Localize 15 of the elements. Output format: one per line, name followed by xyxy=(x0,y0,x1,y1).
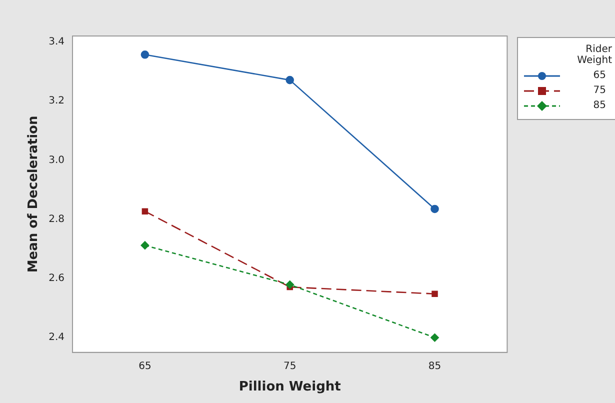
x-axis-title: Pillion Weight xyxy=(238,380,341,395)
legend-title: Rider Weight xyxy=(576,44,612,66)
x-tick-label: 85 xyxy=(428,360,442,372)
y-tick-label: 2.6 xyxy=(48,273,65,284)
y-tick-label: 2.8 xyxy=(48,214,65,225)
y-tick-label: 3.2 xyxy=(48,96,65,107)
y-tick-label: 3.0 xyxy=(48,154,65,166)
text: 65 xyxy=(593,70,607,81)
x-tick-label: 75 xyxy=(283,360,296,372)
text: 75 xyxy=(593,85,607,96)
text: 85 xyxy=(593,100,607,111)
x-tick-label: 65 xyxy=(138,360,152,372)
y-tick-label: 3.4 xyxy=(48,36,65,48)
y-tick-label: 2.4 xyxy=(48,332,65,344)
y-axis-title: Mean of Deceleration xyxy=(26,116,42,273)
